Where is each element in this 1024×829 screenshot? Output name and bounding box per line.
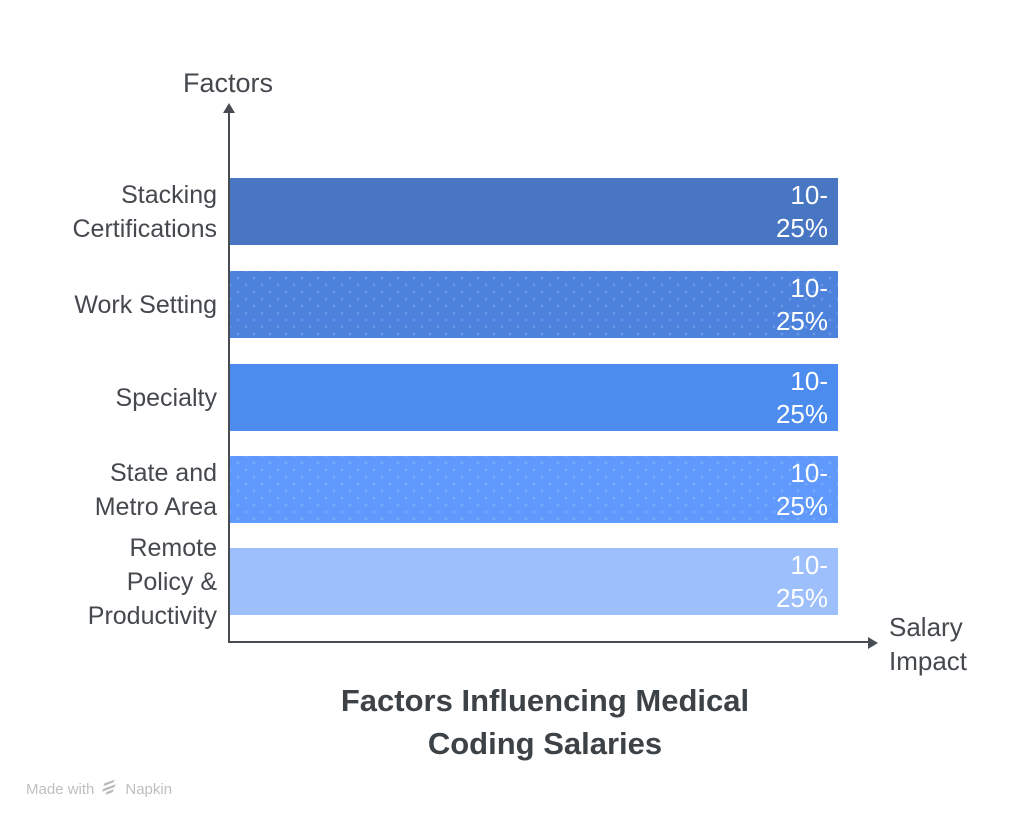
category-label: State and Metro Area xyxy=(0,456,217,523)
watermark-brand: Napkin xyxy=(125,780,173,798)
category-label-text: Remote Policy & Productivity xyxy=(87,533,217,630)
y-axis-arrow-icon xyxy=(223,103,235,113)
watermark-made-with: Made with xyxy=(26,780,95,798)
napkin-logo-icon xyxy=(101,779,118,799)
chart-title: Factors Influencing Medical Coding Salar… xyxy=(340,683,750,761)
category-label: Stacking Certifications xyxy=(0,178,218,245)
category-label: Remote Policy & Productivity xyxy=(0,534,217,630)
category-label-text: Specialty xyxy=(115,383,217,412)
x-axis-title: Salary Impact xyxy=(889,612,968,676)
bar-row: State and Metro Area 10- 25% xyxy=(0,456,1024,523)
bar-value-label: 10- 25% xyxy=(775,365,828,429)
category-label-text: Stacking Certifications xyxy=(72,180,218,243)
bar-value-label: 10- 25% xyxy=(775,549,828,613)
category-label: Work Setting xyxy=(0,271,217,338)
bar-row: Stacking Certifications 10- 25% xyxy=(0,178,1024,245)
y-axis-line xyxy=(228,112,230,643)
category-label-text: Work Setting xyxy=(74,290,217,319)
watermark: Made with Napkin xyxy=(26,779,172,799)
bar-value-label: 10- 25% xyxy=(775,179,828,243)
x-axis-arrow-icon xyxy=(868,637,878,649)
bar-value-label: 10- 25% xyxy=(775,272,828,336)
bar-row: Specialty 10- 25% xyxy=(0,364,1024,431)
bar-state-and-metro-area: 10- 25% xyxy=(230,456,838,523)
bar-specialty: 10- 25% xyxy=(230,364,838,431)
bar-value-label: 10- 25% xyxy=(775,457,828,521)
bar-work-setting: 10- 25% xyxy=(230,271,838,338)
bar-stacking-certifications: 10- 25% xyxy=(230,178,838,245)
x-axis-line xyxy=(228,641,870,643)
y-axis-title: Factors xyxy=(182,68,274,98)
category-label-text: State and Metro Area xyxy=(94,458,217,521)
bar-remote-policy-productivity: 10- 25% xyxy=(230,548,838,615)
bar-row: Remote Policy & Productivity 10- 25% xyxy=(0,534,1024,630)
bar-row: Work Setting 10- 25% xyxy=(0,271,1024,338)
category-label: Specialty xyxy=(0,364,217,431)
